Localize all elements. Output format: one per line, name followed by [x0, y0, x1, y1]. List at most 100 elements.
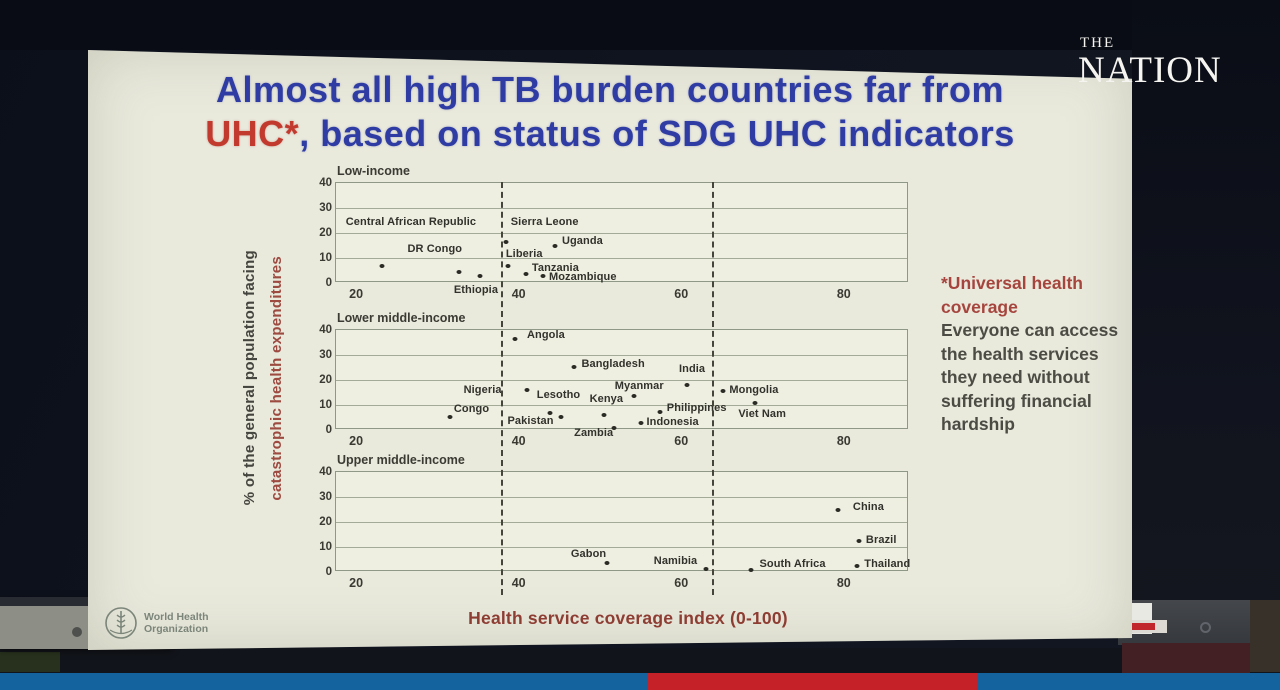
news-banner-red-segment: [648, 673, 977, 690]
point-label-uganda: Uganda: [561, 235, 603, 247]
scatter-point-indonesia: [638, 420, 644, 425]
scatter-point-ethiopia: [477, 274, 483, 279]
scatter-point-tanzania: [523, 272, 529, 277]
chart-plot: 40 30 20 10 0 China Brazil Gabon Namibia South Af…: [319, 466, 910, 578]
point-label-dr-congo: DR Congo: [407, 243, 463, 256]
gridline-y10: [336, 405, 907, 406]
y-tick-0: 0: [325, 424, 332, 436]
who-logo-text: World Health Organization: [144, 611, 209, 635]
chart-title: Upper middle-income: [337, 453, 465, 467]
laptop-back: [1118, 600, 1252, 645]
chart-xticks: 20 40 60 80: [335, 571, 908, 595]
point-label-china: China: [852, 501, 884, 513]
scatter-point-uganda: [552, 244, 558, 249]
device-logo-dot: [72, 627, 82, 637]
scatter-point-viet-nam: [752, 401, 758, 406]
laptop-red-label-bar: [1129, 623, 1155, 630]
chart-xticks: 20 40 60 80: [335, 282, 908, 306]
watermark-nation: NATION: [1078, 50, 1222, 91]
point-label-south-africa: South Africa: [759, 558, 826, 570]
uhc-note-heading: *Universal health coverage: [941, 273, 1083, 317]
x-tick-20: 20: [349, 434, 364, 448]
slide-title-line2-rest: , based on status of SDG UHC indicators: [299, 113, 1015, 154]
y-tick-40: 40: [319, 177, 332, 189]
scatter-point-kenya: [601, 412, 607, 417]
gridline-y30: [336, 355, 907, 356]
point-label-angola: Angola: [527, 329, 565, 341]
uhc-note-body: Everyone can access the health services …: [941, 320, 1119, 434]
scatter-point-congo: [447, 414, 453, 419]
scatter-point-central-african-republic: [379, 263, 384, 268]
point-label-sierra-leone: Sierra Leone: [510, 215, 579, 228]
scatter-point-thailand: [854, 564, 860, 568]
scatter-point-liberia: [505, 264, 511, 268]
gridline-y10: [336, 547, 907, 548]
y-axis-label-line1: % of the general population facing: [241, 250, 258, 506]
who-logo: World Health Organization: [104, 606, 209, 640]
scatter-point-sierra-leone: [503, 239, 509, 244]
y-tick-20: 20: [319, 227, 332, 239]
point-label-central-african-republic: Central African Republic: [345, 215, 477, 228]
x-axis-label: Health service coverage index (0-100): [468, 608, 788, 628]
y-tick-10: 10: [319, 399, 332, 411]
x-tick-20: 20: [349, 287, 364, 301]
y-tick-20: 20: [319, 374, 332, 386]
uhc-definition-note: *Universal health coverage Everyone can …: [941, 272, 1123, 437]
gridline-y30: [336, 208, 907, 209]
point-label-philippines: Philippines: [666, 401, 727, 414]
point-label-kenya: Kenya: [589, 393, 624, 405]
x-tick-60: 60: [674, 287, 689, 301]
point-label-nigeria: Nigeria: [463, 383, 502, 396]
point-label-tanzania: Tanzania: [531, 261, 579, 274]
point-label-bangladesh: Bangladesh: [581, 357, 645, 370]
watermark-the: THE: [1080, 35, 1116, 51]
scatter-point-nigeria: [524, 387, 530, 392]
x-tick-20: 20: [349, 576, 364, 590]
scatter-point-south-africa: [748, 568, 753, 572]
x-tick-40: 40: [511, 576, 526, 590]
point-label-liberia: Liberia: [505, 247, 543, 260]
point-label-india: India: [678, 363, 706, 375]
point-label-ethiopia: Ethiopia: [453, 284, 499, 296]
room-dark-below-screen: [0, 648, 1280, 674]
y-tick-0: 0: [325, 566, 332, 578]
scatter-point-gabon: [604, 561, 610, 566]
x-tick-80: 80: [836, 287, 851, 301]
y-tick-30: 30: [319, 491, 332, 503]
y-tick-10: 10: [319, 541, 332, 553]
scatter-point-brazil: [856, 539, 862, 543]
point-label-congo: Congo: [453, 402, 490, 415]
scatter-point-lesotho: [547, 410, 553, 415]
news-banner-blue: [0, 673, 1280, 690]
room-dark-top: [0, 0, 1280, 50]
laptop-red-label: [1127, 620, 1167, 633]
point-label-mongolia: Mongolia: [729, 383, 779, 396]
y-tick-0: 0: [325, 277, 332, 289]
table-surface: [1122, 643, 1250, 674]
chart-low-income: Low-income 40 30 20 10 0 Central African Repu…: [319, 164, 908, 306]
slide-title-line1: Almost all high TB burden countries far …: [215, 69, 1005, 110]
laptop-side-edge: [1250, 600, 1280, 672]
the-nation-watermark: THE NATION: [1078, 35, 1222, 91]
point-label-mozambique: Mozambique: [548, 270, 617, 283]
scatter-point-mongolia: [720, 388, 726, 393]
laptop-brand-logo: [1200, 622, 1211, 633]
point-label-namibia: Namibia: [653, 555, 698, 567]
point-label-viet-nam: Viet Nam: [738, 408, 786, 420]
room-green-reflection: [0, 652, 60, 672]
chart-upper-middle-income: Upper middle-income 40 30 20 10 0 China Brazil…: [319, 453, 910, 595]
chart-xticks: 20 40 60 80: [335, 429, 908, 453]
chart-title: Low-income: [337, 164, 410, 178]
gridline-y20: [336, 380, 907, 381]
gridline-y10: [336, 258, 907, 259]
room-dark-right: [1132, 0, 1280, 675]
scatter-point-myanmar: [631, 394, 637, 398]
slide-title: Almost all high TB burden countries far …: [108, 68, 1112, 156]
scatter-point-philippines: [657, 409, 663, 414]
scatter-point-dr-congo: [456, 269, 462, 274]
point-label-pakistan: Pakistan: [507, 415, 554, 427]
y-axis-label-line2: catastrophic health expenditures: [268, 255, 285, 501]
dashed-reference-line-2: [712, 182, 715, 595]
y-axis-label: % of the general population facing catas…: [234, 162, 292, 594]
y-tick-10: 10: [319, 252, 332, 264]
